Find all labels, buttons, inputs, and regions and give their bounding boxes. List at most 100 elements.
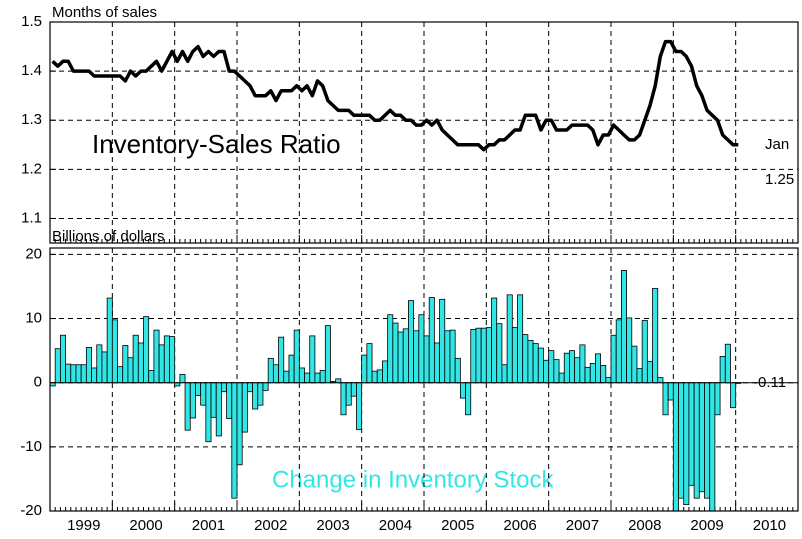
- bar: [246, 382, 253, 393]
- bar: [543, 359, 550, 384]
- y-tick-label: 1.4: [21, 62, 42, 79]
- bar: [221, 382, 228, 393]
- bar: [704, 382, 711, 499]
- bar: [480, 327, 487, 384]
- bar: [433, 342, 440, 384]
- bar: [501, 364, 508, 384]
- bar: [532, 343, 539, 384]
- y-tick-label: 1.3: [21, 111, 42, 128]
- plot-frame: [49, 247, 799, 512]
- bar: [553, 359, 560, 384]
- bar: [574, 357, 581, 384]
- bar: [252, 382, 259, 410]
- bar: [662, 382, 669, 416]
- bar: [657, 377, 664, 384]
- bar: [579, 344, 586, 384]
- bar: [340, 382, 347, 416]
- bar: [236, 382, 243, 466]
- bar: [397, 331, 404, 384]
- y-tick-label: 1.5: [21, 13, 42, 30]
- bar: [465, 382, 472, 416]
- bar: [698, 382, 705, 493]
- bar: [693, 382, 700, 499]
- bar: [584, 366, 591, 384]
- bar: [387, 314, 394, 384]
- bar: [382, 360, 389, 384]
- bar: [563, 352, 570, 384]
- x-tick-label: 2008: [628, 517, 661, 534]
- y-tick-label: -10: [20, 438, 42, 455]
- bar: [288, 354, 295, 384]
- bar: [392, 322, 399, 384]
- bar: [569, 350, 576, 384]
- bar: [714, 382, 721, 416]
- bar: [257, 382, 264, 406]
- x-tick-label: 2005: [441, 517, 474, 534]
- bar: [449, 329, 456, 384]
- bar: [195, 382, 202, 396]
- bar: [96, 344, 103, 384]
- bar: [366, 343, 373, 384]
- bar: [111, 319, 118, 384]
- bar: [439, 298, 446, 384]
- bar: [402, 328, 409, 384]
- bar: [205, 382, 212, 443]
- bar: [85, 347, 92, 384]
- bar: [517, 294, 524, 384]
- x-tick-label: 2007: [566, 517, 599, 534]
- bar: [137, 342, 144, 384]
- line-series: [51, 39, 739, 152]
- bar: [101, 351, 108, 384]
- bar: [132, 334, 139, 384]
- bar: [506, 294, 513, 384]
- bar: [537, 347, 544, 384]
- bar: [719, 356, 726, 384]
- bar: [610, 334, 617, 384]
- annotation: 1.25: [765, 171, 794, 188]
- x-tick-label: 2010: [753, 517, 786, 534]
- bar: [688, 382, 695, 486]
- bar: [709, 382, 716, 511]
- y-tick-label: 10: [25, 310, 42, 327]
- bar: [672, 382, 679, 511]
- bar: [350, 382, 357, 397]
- bar: [418, 314, 425, 384]
- x-tick-label: 1999: [67, 517, 100, 534]
- bar: [324, 325, 331, 384]
- annotation: Jan: [765, 136, 789, 153]
- bar: [444, 330, 451, 384]
- x-tick-label: 2006: [503, 517, 536, 534]
- bar: [314, 372, 321, 384]
- bar: [413, 330, 420, 384]
- bar: [210, 382, 217, 418]
- bar: [200, 382, 207, 406]
- bar: [153, 329, 160, 384]
- bar: [122, 345, 129, 384]
- bar: [428, 296, 435, 384]
- bar: [215, 382, 222, 437]
- bar: [148, 370, 155, 384]
- bar: [319, 370, 326, 384]
- bar: [335, 378, 342, 384]
- bar: [605, 377, 612, 384]
- bar: [620, 270, 627, 384]
- bar: [184, 382, 191, 431]
- bar: [189, 382, 196, 419]
- bar: [80, 364, 87, 384]
- bar: [667, 382, 674, 401]
- annotation: Change in Inventory Stock: [272, 466, 554, 493]
- bar: [678, 382, 685, 499]
- bar: [65, 363, 72, 384]
- bar: [511, 327, 518, 384]
- bar: [59, 334, 66, 384]
- bar: [408, 300, 415, 384]
- bar: [309, 335, 316, 384]
- bar: [423, 335, 430, 384]
- bar: [117, 366, 124, 384]
- bar: [356, 382, 363, 430]
- bar: [485, 327, 492, 384]
- bar: [143, 316, 150, 384]
- bar: [127, 357, 134, 384]
- bar: [600, 364, 607, 384]
